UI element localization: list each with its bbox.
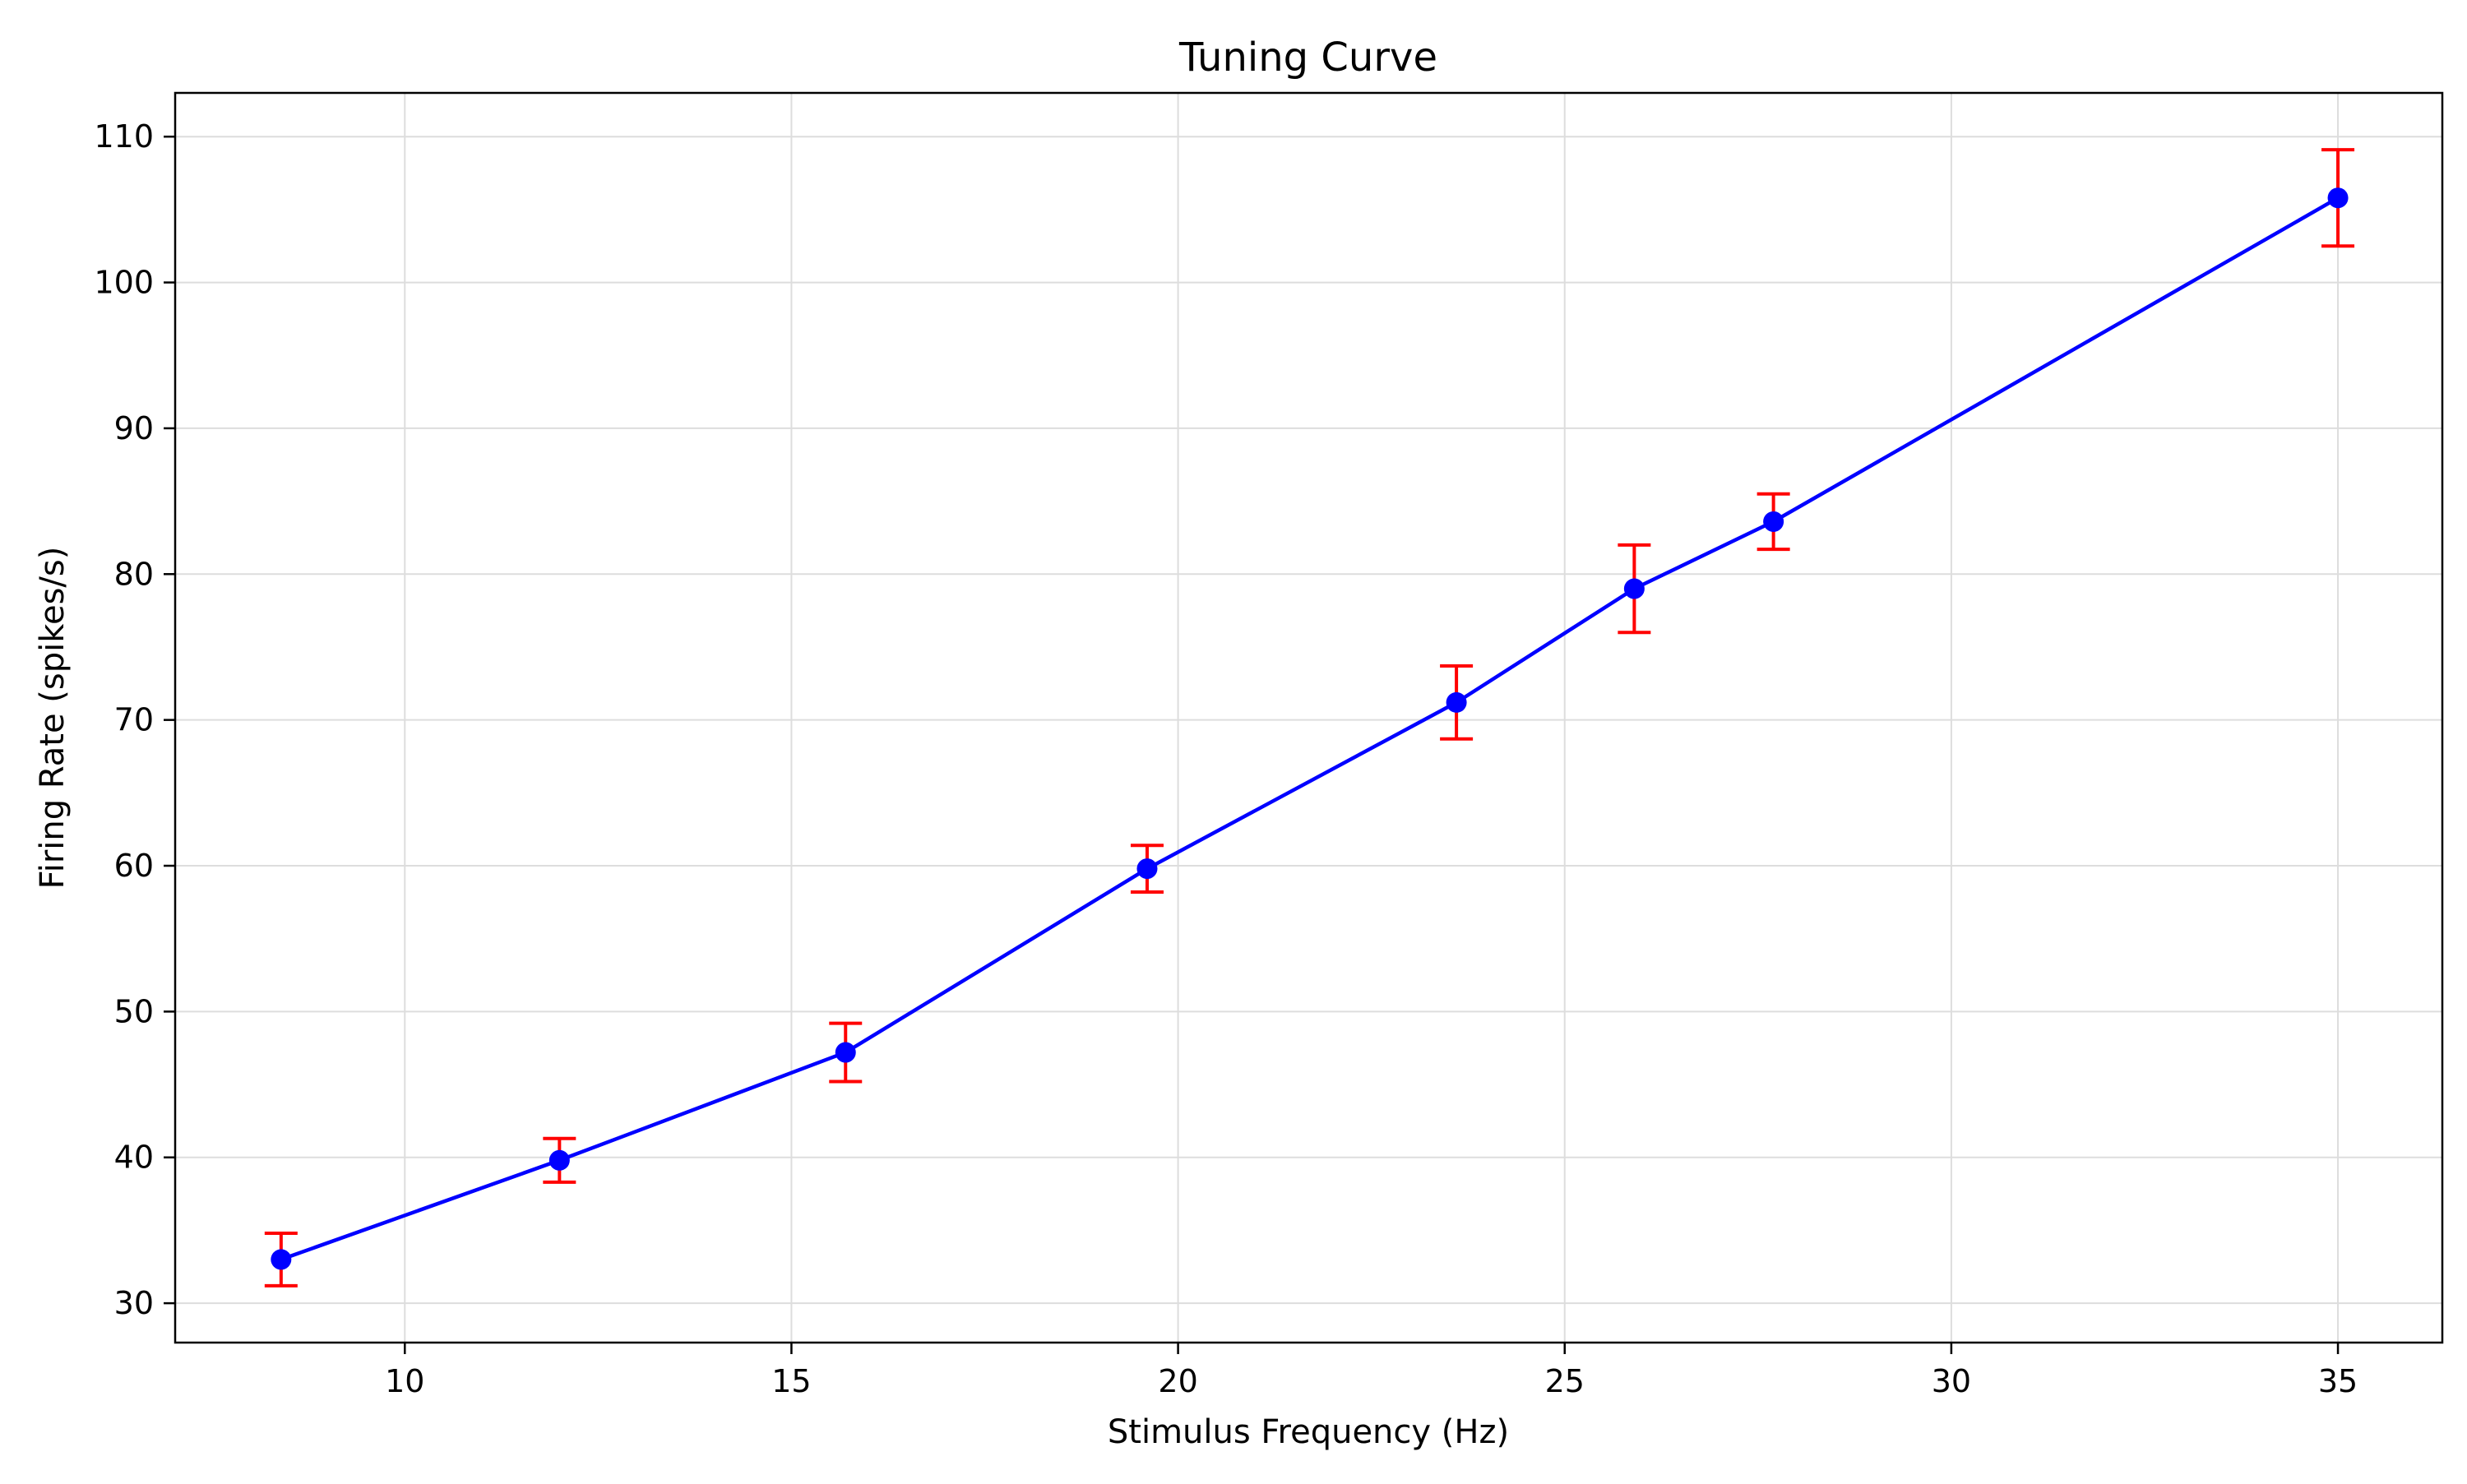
y-tick-label: 90 bbox=[114, 410, 154, 446]
series-line bbox=[280, 196, 2340, 1262]
x-tick-label: 30 bbox=[1932, 1363, 1971, 1399]
y-tick-label: 60 bbox=[114, 848, 154, 884]
x-tick-label: 25 bbox=[1545, 1363, 1585, 1399]
x-tick-label: 15 bbox=[771, 1363, 811, 1399]
y-tick-label: 30 bbox=[114, 1285, 154, 1321]
data-point bbox=[271, 1249, 292, 1270]
y-tick-label: 80 bbox=[114, 556, 154, 592]
y-tick-label: 100 bbox=[94, 265, 154, 301]
x-tick-label: 10 bbox=[385, 1363, 424, 1399]
y-tick-label: 70 bbox=[114, 702, 154, 738]
y-tick-label: 50 bbox=[114, 993, 154, 1029]
chart-title: Tuning Curve bbox=[1178, 35, 1437, 81]
y-tick-label: 110 bbox=[94, 118, 154, 155]
data-point bbox=[1136, 858, 1158, 880]
data-point bbox=[548, 1149, 570, 1171]
data-point bbox=[1446, 691, 1467, 713]
y-tick-label: 40 bbox=[114, 1140, 154, 1176]
plot-frame bbox=[174, 91, 2444, 1344]
grid bbox=[175, 93, 2442, 1343]
y-axis-label: Firing Rate (spikes/s) bbox=[34, 547, 72, 890]
ticks: 10 15 20 25 30 35 30 40 50 60 70 80 90 100 110 bbox=[94, 118, 2358, 1399]
x-tick-label: 20 bbox=[1158, 1363, 1197, 1399]
series bbox=[264, 148, 2355, 1288]
data-point bbox=[2327, 187, 2349, 209]
data-point bbox=[1623, 578, 1645, 599]
x-axis-label: Stimulus Frequency (Hz) bbox=[1108, 1413, 1509, 1451]
data-point bbox=[835, 1042, 856, 1063]
data-point bbox=[1763, 511, 1784, 532]
x-tick-label: 35 bbox=[2318, 1363, 2358, 1399]
